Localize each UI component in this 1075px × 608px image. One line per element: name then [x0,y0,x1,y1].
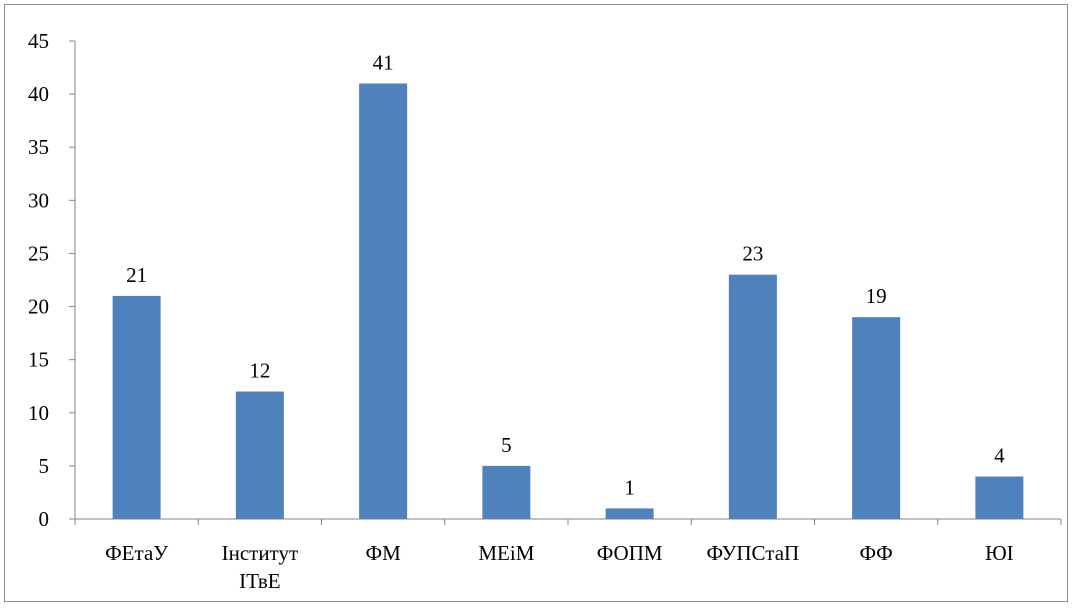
bar [605,508,654,519]
data-label: 5 [501,433,512,457]
x-tick-label-line: ІТвЕ [239,569,281,593]
bars [112,83,1024,519]
y-tick-label: 30 [28,188,49,212]
x-tick-label-line: ФМ [365,541,401,565]
data-labels: 21 12 41 5 1 23 19 4 [126,50,1005,499]
data-label: 23 [742,242,763,266]
x-tick-label: ФМ [365,541,401,565]
y-axis: 0 5 10 15 20 25 30 35 40 45 [28,29,76,531]
bar [359,83,408,519]
x-tick-label-line: МЕіМ [478,541,534,565]
data-label: 21 [126,263,147,287]
x-tick-label: ФОПМ [597,541,663,565]
y-tick-label: 25 [28,241,49,265]
bar [112,295,161,519]
data-label: 4 [994,444,1005,468]
data-label: 1 [624,475,635,499]
y-tick-label: 0 [39,507,50,531]
y-tick-label: 15 [28,348,49,372]
x-tick-label: ФФ [860,541,893,565]
data-label: 41 [373,50,394,74]
y-tick-label: 35 [28,135,49,159]
bar [235,391,284,519]
x-tick-label-line: ФЕтаУ [105,541,168,565]
x-tick-label: ЮІ [985,541,1014,565]
x-tick-label-line: ФУПСтаП [707,541,800,565]
x-axis: ФЕтаУ Інститут ІТвЕ ФМ МЕіМ ФОПМ ФУПСтаП ФФ ЮІ [74,518,1062,593]
bar [975,476,1024,519]
y-tick-label: 5 [39,454,50,478]
data-label: 12 [249,359,270,383]
data-label: 19 [866,284,887,308]
x-tick-label: ФЕтаУ [105,541,168,565]
y-tick-label: 20 [28,295,49,319]
y-tick-label: 40 [28,82,49,106]
x-tick-label-line: ФОПМ [597,541,663,565]
y-tick-label: 10 [28,401,49,425]
x-tick-label-line: Інститут [222,541,299,565]
y-tick-label: 45 [28,29,49,53]
x-tick-label-line: ФФ [860,541,893,565]
bar [482,465,531,519]
x-tick-label: Інститут ІТвЕ [222,541,299,593]
x-tick-label: ФУПСтаП [707,541,800,565]
x-tick-label-line: ЮІ [985,541,1014,565]
chart-frame: 0 5 10 15 20 25 30 35 40 45 ФЕтаУ Інститут ІТвЕ ФМ МЕ… [4,4,1068,602]
bar [728,274,777,519]
bar [852,317,901,519]
x-tick-label: МЕіМ [478,541,534,565]
